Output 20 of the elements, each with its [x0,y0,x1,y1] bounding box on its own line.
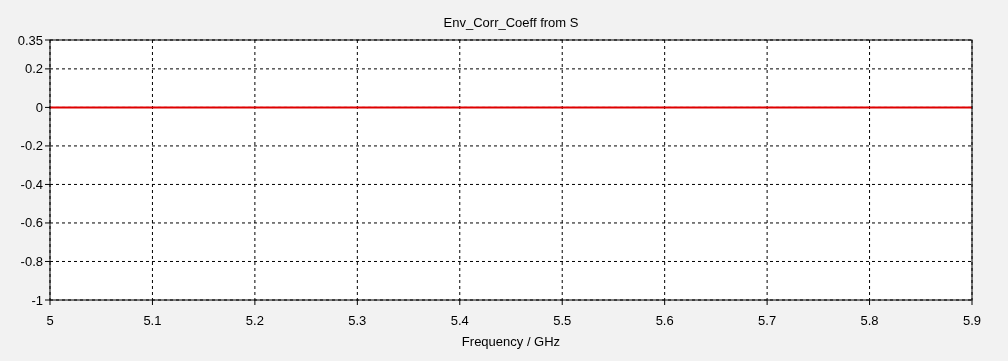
y-tick-label: -1 [31,292,43,308]
y-tick-label: -0.4 [20,176,43,192]
x-tick-label: 5.9 [962,313,982,328]
y-tick-label: 0.35 [17,32,43,48]
x-tick-label: 5.4 [450,313,469,328]
x-tick-label: 5 [46,313,54,328]
y-tick-label: 0.2 [24,61,43,77]
chart-title: Env_Corr_Coeff from S [443,15,579,30]
y-tick-label: -0.8 [20,253,43,269]
x-tick-label: 5.7 [758,313,777,328]
x-tick-label: 5.2 [245,313,264,328]
y-tick-label: 0 [35,99,43,115]
x-tick-label: 5.1 [143,313,162,328]
x-axis-title: Frequency / GHz [461,334,561,349]
y-tick-label: -0.6 [20,215,43,231]
x-tick-label: 5.6 [655,313,674,328]
y-tick-label: -0.2 [20,138,43,154]
x-tick-label: 5.3 [348,313,367,328]
x-tick-label: 5.8 [860,313,879,328]
x-tick-label: 5.5 [553,313,572,328]
